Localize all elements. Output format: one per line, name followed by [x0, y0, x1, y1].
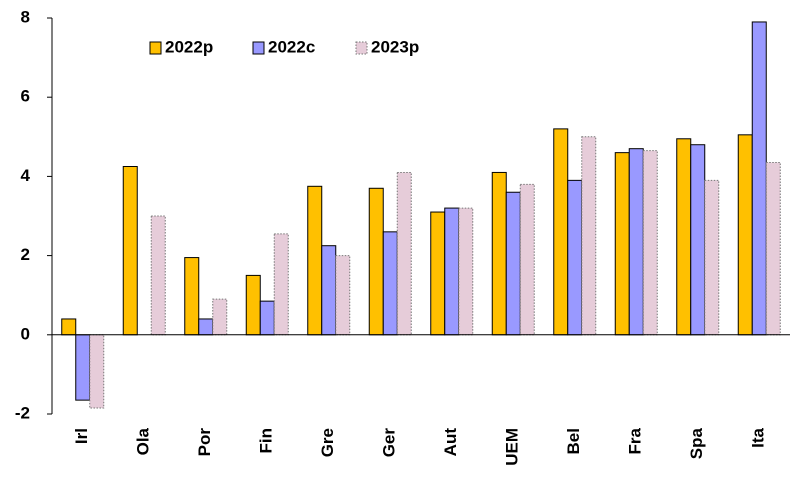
bar [122, 166, 138, 336]
y-tick-label: 4 [21, 166, 31, 185]
bar [737, 134, 753, 336]
bar [430, 211, 446, 336]
x-tick-label: Fin [257, 428, 276, 454]
bar [89, 334, 105, 409]
bar [676, 138, 692, 336]
bar [321, 245, 337, 336]
bar [690, 144, 706, 336]
bar [273, 233, 289, 336]
bar [704, 179, 720, 336]
bar [614, 152, 630, 336]
x-tick-label: Fra [626, 427, 645, 454]
y-tick-label: 0 [21, 324, 30, 343]
bar [245, 274, 261, 336]
x-tick-label: Ita [749, 427, 768, 447]
bar [628, 148, 644, 336]
legend-swatch [252, 41, 265, 55]
y-tick-label: 8 [21, 7, 30, 26]
bar [61, 318, 77, 336]
x-tick-label: Gre [318, 428, 337, 457]
bar [642, 150, 658, 336]
x-tick-label: UEM [503, 428, 522, 466]
x-tick-label: Ger [380, 428, 399, 458]
x-tick-label: Bel [564, 428, 583, 454]
bar [751, 21, 767, 336]
legend-swatch [355, 41, 368, 55]
bar [491, 171, 507, 336]
y-tick-label: -2 [15, 403, 30, 422]
x-tick-label: Ola [134, 427, 153, 455]
bar [335, 255, 351, 336]
bar [567, 179, 583, 336]
y-tick-label: 6 [21, 87, 30, 106]
y-tick-label: 2 [21, 245, 30, 264]
x-tick-label: Por [195, 428, 214, 457]
bar [519, 183, 535, 336]
legend-label: 2022c [268, 37, 315, 56]
bar [581, 136, 597, 336]
bar [184, 257, 200, 336]
bar [75, 334, 91, 401]
bar [259, 300, 275, 336]
bar [505, 191, 521, 336]
bar [396, 171, 412, 336]
bar [368, 187, 384, 336]
x-tick-label: Spa [687, 427, 706, 459]
bar [198, 318, 214, 336]
bar [553, 128, 569, 336]
legend-swatch [149, 41, 162, 55]
legend-label: 2022p [165, 37, 213, 56]
x-tick-label: Aut [441, 428, 460, 457]
bar [150, 215, 166, 336]
x-tick-label: Irl [72, 428, 91, 444]
bar [307, 185, 323, 336]
bar [444, 207, 460, 336]
bar [765, 162, 781, 336]
bar [382, 231, 398, 336]
bar [212, 298, 228, 336]
legend-label: 2023p [371, 37, 419, 56]
bar [458, 207, 474, 336]
